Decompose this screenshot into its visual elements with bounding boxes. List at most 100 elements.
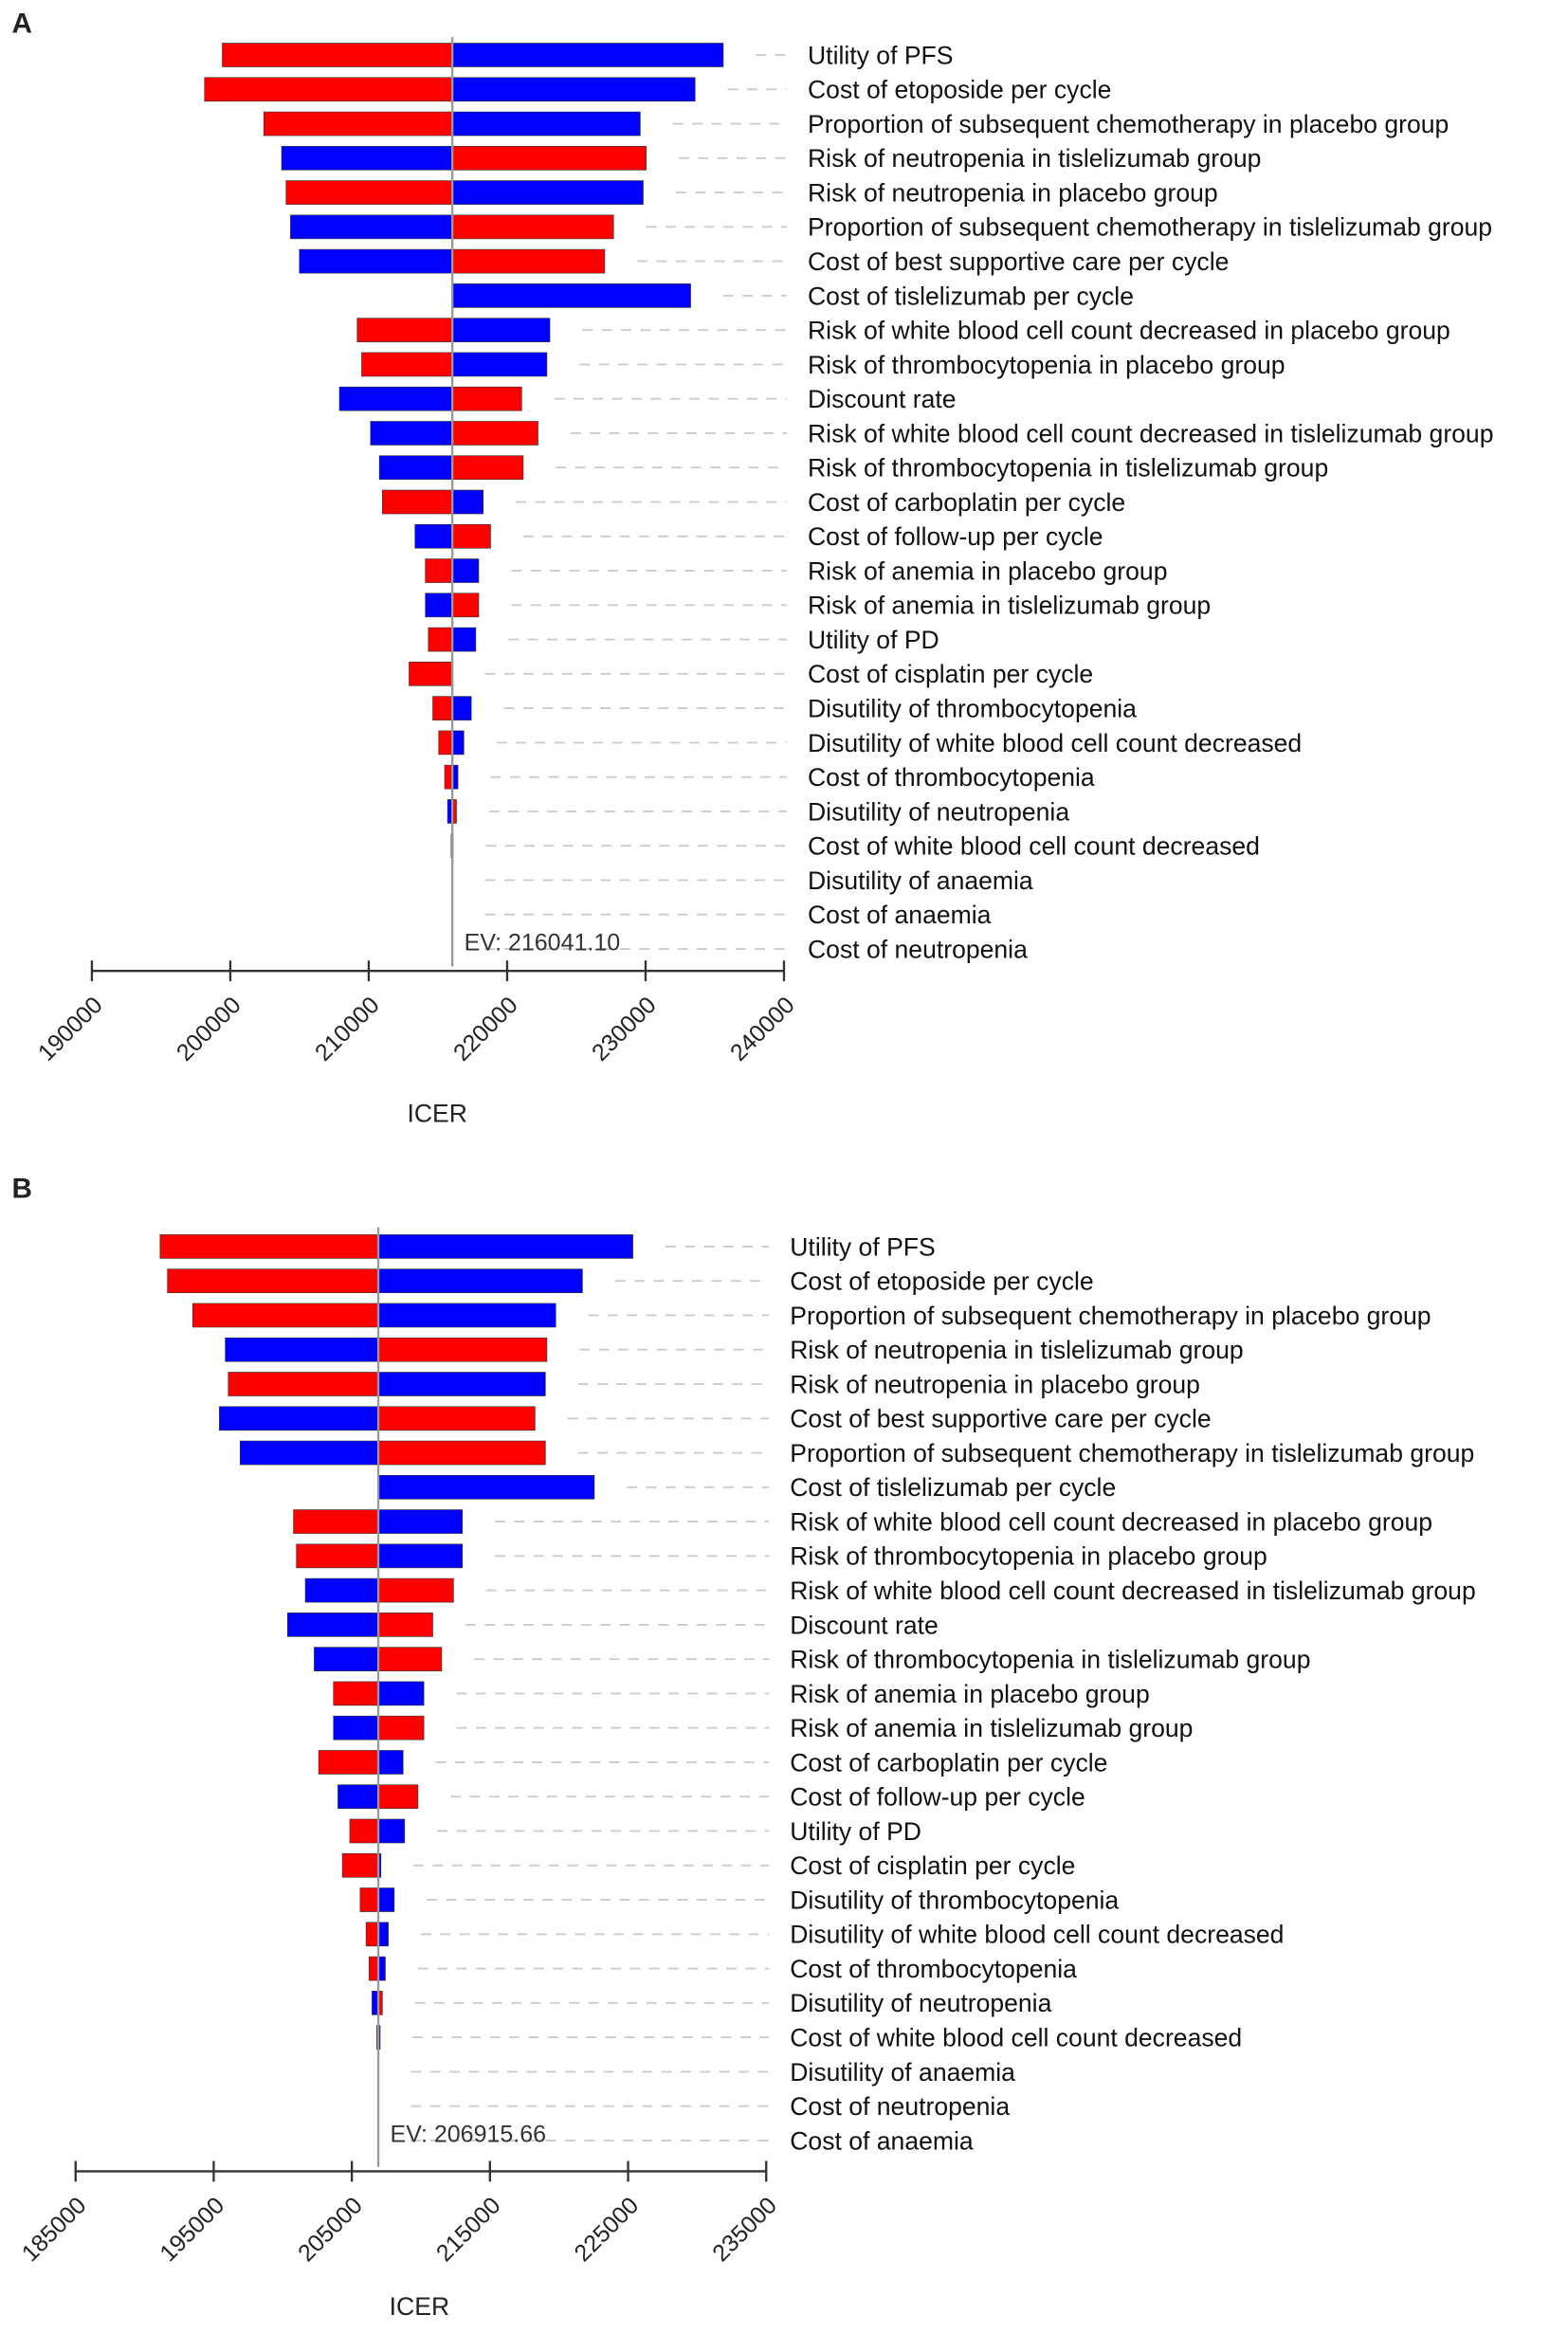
bar-right bbox=[451, 523, 491, 549]
parameter-label: Proportion of subsequent chemotherapy in… bbox=[808, 213, 1492, 242]
bar-left bbox=[293, 1509, 379, 1534]
parameter-label: Disutility of anaemia bbox=[790, 2058, 1015, 2087]
bar-left bbox=[159, 1234, 379, 1259]
parameter-label: Cost of etoposide per cycle bbox=[790, 1267, 1093, 1296]
bar-left bbox=[304, 1577, 379, 1603]
parameter-label: Cost of cisplatin per cycle bbox=[790, 1851, 1075, 1880]
x-tick-label: 210000 bbox=[310, 992, 385, 1066]
parameter-label: Risk of anemia in placebo group bbox=[808, 556, 1167, 585]
bar-left bbox=[333, 1681, 379, 1706]
x-tick-label: 225000 bbox=[569, 2192, 644, 2267]
parameter-label: Cost of carboplatin per cycle bbox=[808, 488, 1125, 517]
bar-right bbox=[377, 1543, 464, 1569]
parameter-label: Cost of thrombocytopenia bbox=[808, 763, 1095, 792]
panel-label: B bbox=[12, 1173, 32, 1204]
bar-left bbox=[359, 1887, 379, 1912]
parameter-label: Risk of neutropenia in placebo group bbox=[808, 178, 1218, 207]
parameter-label: Disutility of thrombocytopenia bbox=[790, 1886, 1119, 1914]
bar-right bbox=[451, 145, 647, 171]
bar-right bbox=[377, 1922, 389, 1947]
bar-left bbox=[296, 1543, 379, 1569]
parameter-label: Utility of PD bbox=[808, 626, 939, 654]
bar-right bbox=[377, 1647, 443, 1671]
bar-right bbox=[451, 111, 641, 137]
parameter-label: Risk of thrombocytopenia in tislelizumab… bbox=[808, 454, 1328, 483]
bar-left bbox=[318, 1750, 379, 1775]
bar-left bbox=[219, 1406, 379, 1431]
parameter-label: Disutility of thrombocytopenia bbox=[808, 694, 1137, 722]
bar-left bbox=[370, 421, 453, 446]
bar-left bbox=[285, 180, 453, 205]
parameter-label: Cost of thrombocytopenia bbox=[790, 1955, 1077, 1983]
bar-left bbox=[341, 1852, 379, 1878]
x-tick-label: 220000 bbox=[448, 992, 523, 1066]
x-tick-label: 185000 bbox=[17, 2192, 92, 2267]
bar-left bbox=[361, 352, 453, 377]
bar-right bbox=[451, 248, 606, 274]
x-tick-label: 215000 bbox=[431, 2192, 506, 2267]
bar-left bbox=[286, 1613, 379, 1637]
parameter-label: Risk of thrombocytopenia in placebo grou… bbox=[790, 1542, 1267, 1571]
parameter-label: Risk of white blood cell count decreased… bbox=[808, 317, 1450, 345]
bar-right bbox=[377, 1784, 419, 1810]
bar-left bbox=[204, 77, 453, 102]
bar-right bbox=[377, 1337, 548, 1362]
bar-left bbox=[338, 386, 453, 411]
bar-left bbox=[382, 489, 453, 515]
bar-right bbox=[451, 730, 465, 756]
chart-panel-b: B Utility of PFS Cost of etoposide per cyc… bbox=[12, 1173, 1476, 2321]
parameter-label: Cost of anaemia bbox=[790, 2126, 974, 2155]
bar-right bbox=[377, 1474, 595, 1500]
parameter-label: Proportion of subsequent chemotherapy in… bbox=[808, 110, 1449, 138]
bar-right bbox=[377, 1887, 395, 1912]
parameter-label: Risk of neutropenia in placebo group bbox=[790, 1370, 1200, 1398]
bar-right bbox=[377, 1818, 406, 1844]
bar-right bbox=[451, 627, 477, 652]
x-tick-label: 190000 bbox=[33, 992, 108, 1066]
bar-right bbox=[451, 318, 551, 342]
bar-left bbox=[349, 1818, 379, 1844]
bar-left bbox=[414, 523, 453, 549]
bar-left bbox=[368, 1956, 379, 1981]
parameter-label: Disutility of white blood cell count dec… bbox=[808, 729, 1302, 757]
bar-right bbox=[377, 1577, 454, 1603]
bar-left bbox=[167, 1268, 379, 1294]
bar-left bbox=[299, 248, 453, 274]
bar-left bbox=[438, 730, 453, 756]
parameter-label: Utility of PFS bbox=[808, 41, 954, 69]
parameter-label: Cost of etoposide per cycle bbox=[808, 76, 1111, 104]
bar-right bbox=[377, 1234, 633, 1259]
bar-left bbox=[239, 1440, 379, 1466]
parameter-label: Risk of thrombocytopenia in placebo grou… bbox=[808, 351, 1285, 379]
bar-left bbox=[290, 214, 453, 240]
parameter-label: Disutility of white blood cell count dec… bbox=[790, 1921, 1284, 1949]
parameter-label: Cost of neutropenia bbox=[790, 2092, 1010, 2121]
bar-right bbox=[377, 1509, 464, 1534]
parameter-label: Risk of white blood cell count decreased… bbox=[808, 419, 1493, 447]
x-tick-label: 200000 bbox=[172, 992, 246, 1066]
bar-right bbox=[451, 180, 644, 205]
bar-right bbox=[451, 696, 472, 720]
bar-right bbox=[451, 421, 538, 446]
x-tick-label: 205000 bbox=[293, 2192, 368, 2267]
parameter-label: Risk of anemia in tislelizumab group bbox=[808, 592, 1211, 620]
bar-right bbox=[377, 1440, 546, 1466]
x-tick-label: 230000 bbox=[587, 992, 662, 1066]
parameter-label: Cost of follow-up per cycle bbox=[790, 1783, 1085, 1812]
bar-left bbox=[432, 696, 453, 720]
x-tick-label: 240000 bbox=[725, 992, 800, 1066]
bar-left bbox=[365, 1922, 379, 1947]
bar-right bbox=[377, 1750, 404, 1775]
bar-right bbox=[451, 558, 480, 583]
parameter-label: Risk of neutropenia in tislelizumab grou… bbox=[790, 1336, 1243, 1364]
bar-left bbox=[425, 558, 453, 583]
parameter-label: Cost of best supportive care per cycle bbox=[808, 247, 1229, 276]
bar-left bbox=[356, 318, 453, 342]
bar-right bbox=[377, 1372, 546, 1396]
bar-right bbox=[377, 1681, 425, 1706]
bar-left bbox=[333, 1715, 379, 1741]
ev-label: EV: 206915.66 bbox=[391, 2121, 547, 2147]
parameter-label: Risk of anemia in placebo group bbox=[790, 1680, 1149, 1708]
bar-left bbox=[191, 1303, 379, 1328]
bar-right bbox=[377, 1613, 433, 1637]
